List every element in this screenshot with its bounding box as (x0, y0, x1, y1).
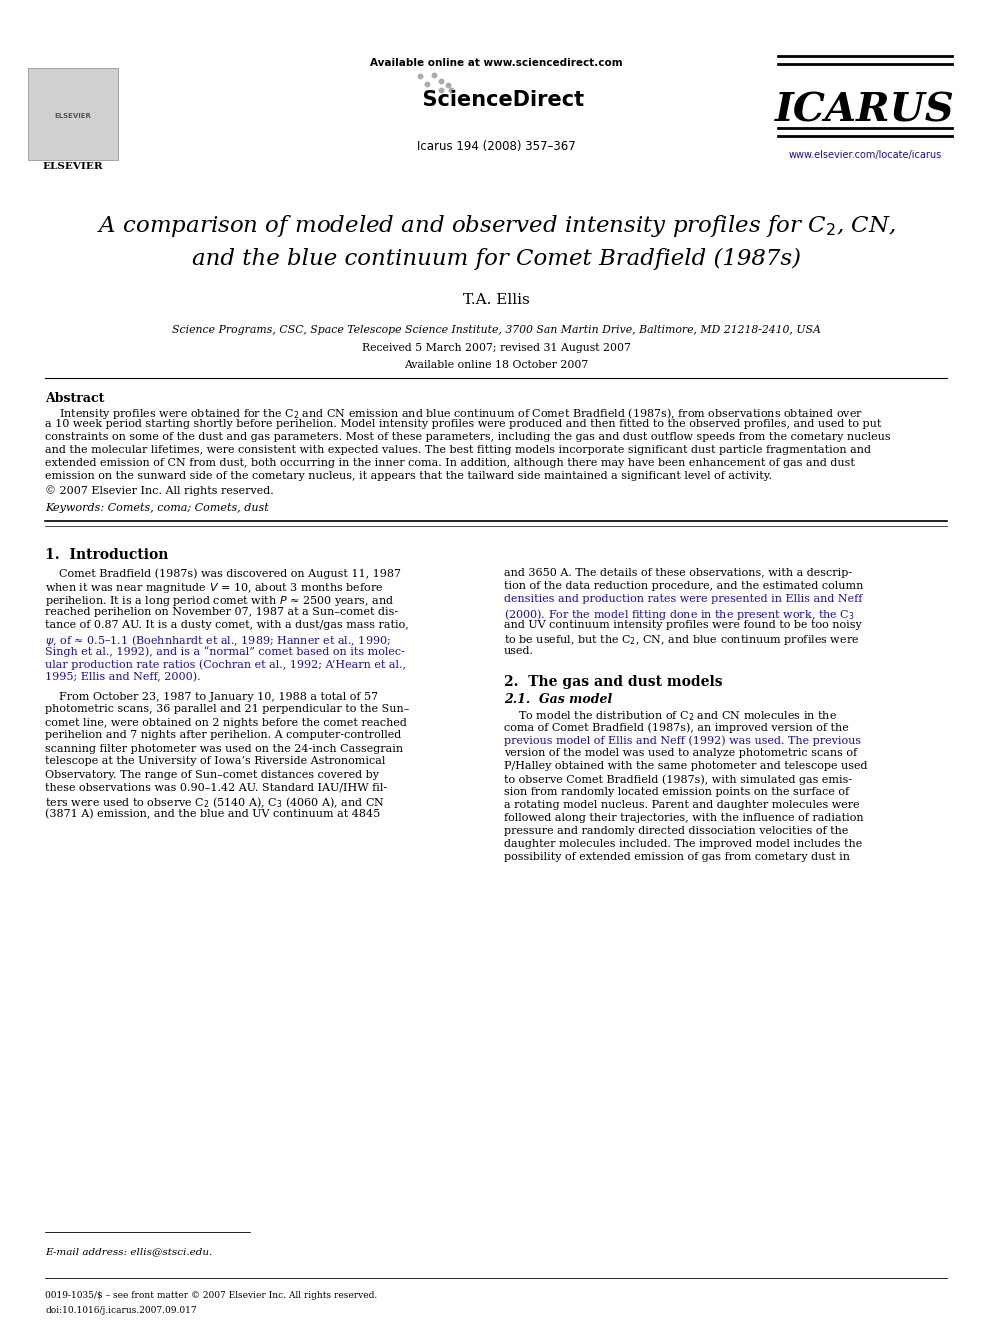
Text: to be useful, but the C$_2$, CN, and blue continuum profiles were: to be useful, but the C$_2$, CN, and blu… (504, 632, 859, 647)
Text: Singh et al., 1992), and is a “normal” comet based on its molec-: Singh et al., 1992), and is a “normal” c… (45, 646, 405, 656)
Text: Keywords: Comets, coma; Comets, dust: Keywords: Comets, coma; Comets, dust (45, 503, 269, 513)
Text: 2.  The gas and dust models: 2. The gas and dust models (504, 675, 722, 689)
Text: daughter molecules included. The improved model includes the: daughter molecules included. The improve… (504, 839, 862, 849)
Text: perihelion. It is a long period comet with $P$ ≈ 2500 years, and: perihelion. It is a long period comet wi… (45, 594, 394, 609)
Text: and UV continuum intensity profiles were found to be too noisy: and UV continuum intensity profiles were… (504, 620, 862, 630)
Text: sion from randomly located emission points on the surface of: sion from randomly located emission poin… (504, 787, 849, 796)
Text: (3871 A) emission, and the blue and UV continuum at 4845: (3871 A) emission, and the blue and UV c… (45, 808, 380, 819)
Text: ScienceDirect: ScienceDirect (408, 90, 584, 110)
Text: A comparison of modeled and observed intensity profiles for C$_2$, CN,: A comparison of modeled and observed int… (96, 213, 896, 239)
Text: version of the model was used to analyze photometric scans of: version of the model was used to analyze… (504, 747, 857, 758)
Text: perihelion and 7 nights after perihelion. A computer-controlled: perihelion and 7 nights after perihelion… (45, 730, 401, 741)
Text: doi:10.1016/j.icarus.2007.09.017: doi:10.1016/j.icarus.2007.09.017 (45, 1306, 196, 1315)
Text: to observe Comet Bradfield (1987s), with simulated gas emis-: to observe Comet Bradfield (1987s), with… (504, 774, 852, 785)
Text: ters were used to observe C$_2$ (5140 A), C$_3$ (4060 A), and CN: ters were used to observe C$_2$ (5140 A)… (45, 795, 385, 810)
Text: telescope at the University of Iowa’s Riverside Astronomical: telescope at the University of Iowa’s Ri… (45, 757, 385, 766)
Text: Available online 18 October 2007: Available online 18 October 2007 (404, 360, 588, 370)
Text: Available online at www.sciencedirect.com: Available online at www.sciencedirect.co… (370, 58, 622, 67)
Text: scanning filter photometer was used on the 24-inch Cassegrain: scanning filter photometer was used on t… (45, 744, 403, 754)
Text: Icarus 194 (2008) 357–367: Icarus 194 (2008) 357–367 (417, 140, 575, 153)
Bar (28, 67, 118, 160)
Text: extended emission of CN from dust, both occurring in the inner coma. In addition: extended emission of CN from dust, both … (45, 458, 855, 468)
Text: 1.  Introduction: 1. Introduction (45, 548, 169, 562)
Text: From October 23, 1987 to January 10, 1988 a total of 57: From October 23, 1987 to January 10, 198… (45, 692, 378, 701)
Text: © 2007 Elsevier Inc. All rights reserved.: © 2007 Elsevier Inc. All rights reserved… (45, 486, 274, 496)
Text: P/Halley obtained with the same photometer and telescope used: P/Halley obtained with the same photomet… (504, 761, 867, 771)
Text: 2.1.  Gas model: 2.1. Gas model (504, 693, 612, 706)
Text: (2000). For the model fitting done in the present work, the C$_3$: (2000). For the model fitting done in th… (504, 607, 855, 622)
Text: Comet Bradfield (1987s) was discovered on August 11, 1987: Comet Bradfield (1987s) was discovered o… (45, 568, 401, 578)
Text: emission on the sunward side of the cometary nucleus, it appears that the tailwa: emission on the sunward side of the come… (45, 471, 772, 482)
Text: tion of the data reduction procedure, and the estimated column: tion of the data reduction procedure, an… (504, 581, 863, 591)
Text: www.elsevier.com/locate/icarus: www.elsevier.com/locate/icarus (789, 149, 941, 160)
Text: Science Programs, CSC, Space Telescope Science Institute, 3700 San Martin Drive,: Science Programs, CSC, Space Telescope S… (172, 325, 820, 335)
Text: photometric scans, 36 parallel and 21 perpendicular to the Sun–: photometric scans, 36 parallel and 21 pe… (45, 705, 410, 714)
Text: pressure and randomly directed dissociation velocities of the: pressure and randomly directed dissociat… (504, 826, 848, 836)
Text: T.A. Ellis: T.A. Ellis (462, 292, 530, 307)
Text: when it was near magnitude $V$ = 10, about 3 months before: when it was near magnitude $V$ = 10, abo… (45, 581, 384, 595)
Text: comet line, were obtained on 2 nights before the comet reached: comet line, were obtained on 2 nights be… (45, 717, 407, 728)
Text: E-mail address: ellis@stsci.edu.: E-mail address: ellis@stsci.edu. (45, 1248, 212, 1256)
Text: coma of Comet Bradfield (1987s), an improved version of the: coma of Comet Bradfield (1987s), an impr… (504, 722, 849, 733)
Text: ELSEVIER: ELSEVIER (55, 112, 91, 119)
Text: used.: used. (504, 646, 534, 656)
Text: a 10 week period starting shortly before perihelion. Model intensity profiles we: a 10 week period starting shortly before… (45, 419, 881, 429)
Text: $\psi$, of ≈ 0.5–1.1 (Boehnhardt et al., 1989; Hanner et al., 1990;: $\psi$, of ≈ 0.5–1.1 (Boehnhardt et al.,… (45, 632, 391, 648)
Text: Intensity profiles were obtained for the C$_2$ and CN emission and blue continuu: Intensity profiles were obtained for the… (45, 406, 863, 421)
Text: previous model of Ellis and Neff (1992) was used. The previous: previous model of Ellis and Neff (1992) … (504, 736, 861, 746)
Text: possibility of extended emission of gas from cometary dust in: possibility of extended emission of gas … (504, 852, 850, 863)
Text: ICARUS: ICARUS (775, 93, 955, 130)
Text: constraints on some of the dust and gas parameters. Most of these parameters, in: constraints on some of the dust and gas … (45, 433, 891, 442)
Text: densities and production rates were presented in Ellis and Neff: densities and production rates were pres… (504, 594, 862, 605)
Text: ELSEVIER: ELSEVIER (43, 161, 103, 171)
Text: a rotating model nucleus. Parent and daughter molecules were: a rotating model nucleus. Parent and dau… (504, 800, 860, 810)
Text: 0019-1035/$ – see front matter © 2007 Elsevier Inc. All rights reserved.: 0019-1035/$ – see front matter © 2007 El… (45, 1291, 377, 1301)
Text: and the molecular lifetimes, were consistent with expected values. The best fitt: and the molecular lifetimes, were consis… (45, 445, 871, 455)
Text: and 3650 A. The details of these observations, with a descrip-: and 3650 A. The details of these observa… (504, 568, 852, 578)
Text: To model the distribution of C$_2$ and CN molecules in the: To model the distribution of C$_2$ and C… (504, 709, 837, 722)
Text: these observations was 0.90–1.42 AU. Standard IAU/IHW fil-: these observations was 0.90–1.42 AU. Sta… (45, 782, 387, 792)
Text: Abstract: Abstract (45, 392, 104, 405)
Text: followed along their trajectories, with the influence of radiation: followed along their trajectories, with … (504, 814, 864, 823)
Text: reached perihelion on November 07, 1987 at a Sun–comet dis-: reached perihelion on November 07, 1987 … (45, 607, 398, 617)
Text: Observatory. The range of Sun–comet distances covered by: Observatory. The range of Sun–comet dist… (45, 770, 379, 779)
Text: Received 5 March 2007; revised 31 August 2007: Received 5 March 2007; revised 31 August… (361, 343, 631, 353)
Text: and the blue continuum for Comet Bradfield (1987s): and the blue continuum for Comet Bradfie… (191, 247, 801, 270)
Text: 1995; Ellis and Neff, 2000).: 1995; Ellis and Neff, 2000). (45, 672, 200, 683)
Text: tance of 0.87 AU. It is a dusty comet, with a dust/gas mass ratio,: tance of 0.87 AU. It is a dusty comet, w… (45, 620, 409, 630)
Text: ular production rate ratios (Cochran et al., 1992; A’Hearn et al.,: ular production rate ratios (Cochran et … (45, 659, 406, 669)
